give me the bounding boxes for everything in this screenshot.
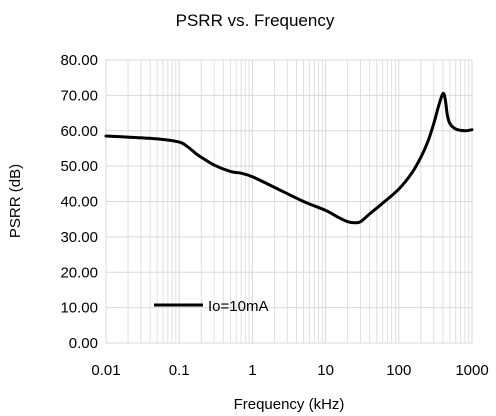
y-tick-label: 30.00 bbox=[60, 229, 98, 246]
y-tick-label: 10.00 bbox=[60, 300, 98, 317]
legend: Io=10mA bbox=[154, 298, 268, 315]
x-tick-label: 1 bbox=[248, 362, 256, 379]
plot-area-border bbox=[105, 59, 473, 344]
y-axis-title: PSRR (dB) bbox=[7, 164, 24, 238]
y-tick-label: 60.00 bbox=[60, 123, 98, 140]
legend-label: Io=10mA bbox=[208, 298, 268, 315]
chart-title: PSRR vs. Frequency bbox=[176, 11, 335, 30]
series-layer bbox=[104, 91, 474, 225]
x-tick-label: 100 bbox=[386, 362, 411, 379]
grid-layer bbox=[105, 59, 473, 344]
y-tick-label: 40.00 bbox=[60, 194, 98, 211]
x-tick-label: 0.1 bbox=[169, 362, 190, 379]
tick-layer: 0.00 10.00 20.00 30.00 40.00 50.00 60.00 70.00 8… bbox=[60, 52, 488, 379]
y-tick-label: 50.00 bbox=[60, 158, 98, 175]
y-tick-label: 20.00 bbox=[60, 264, 98, 281]
x-axis-title: Frequency (kHz) bbox=[234, 396, 345, 413]
y-tick-label: 80.00 bbox=[60, 52, 98, 69]
y-tick-label: 0.00 bbox=[69, 335, 98, 352]
x-tick-label: 1000 bbox=[455, 362, 488, 379]
series-line-io-10ma bbox=[104, 91, 474, 225]
x-tick-label: 10 bbox=[317, 362, 334, 379]
x-tick-label: 0.01 bbox=[91, 362, 120, 379]
y-tick-label: 70.00 bbox=[60, 87, 98, 104]
